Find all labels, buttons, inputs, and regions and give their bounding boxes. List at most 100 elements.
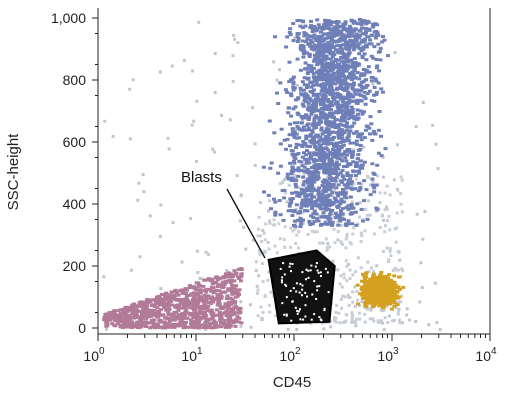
event-dot: [385, 205, 388, 209]
event-dot: [301, 140, 306, 143]
event-dot: [256, 234, 260, 238]
event-dot: [330, 222, 335, 226]
event-dot: [305, 167, 310, 171]
event-dot: [232, 288, 237, 292]
event-dot: [305, 51, 309, 55]
event-dot: [352, 57, 357, 61]
event-dot: [301, 211, 305, 214]
event-dot: [305, 160, 310, 164]
event-dot: [353, 75, 358, 79]
event-dot: [180, 306, 185, 310]
event-dot: [371, 291, 376, 295]
event-dot: [309, 85, 314, 89]
event-dot: [327, 44, 332, 48]
event-dot: [303, 61, 308, 65]
x-tick-label-0: 100: [83, 346, 105, 364]
event-dot: [312, 151, 317, 155]
event-dot: [104, 312, 109, 316]
event-dot: [344, 246, 348, 250]
event-dot: [181, 297, 186, 301]
event-dot: [325, 119, 330, 123]
event-dot: [386, 54, 390, 58]
event-dot: [307, 172, 312, 176]
event-dot: [306, 126, 311, 130]
event-dot: [344, 319, 348, 323]
event-dot: [395, 211, 399, 215]
event-dot: [107, 315, 112, 319]
event-dot: [379, 294, 384, 298]
event-dot: [104, 318, 108, 322]
event-dot: [362, 52, 367, 56]
event-dot: [365, 19, 370, 23]
event-dot: [314, 114, 319, 118]
event-dot: [379, 289, 384, 293]
event-dot: [337, 136, 342, 140]
event-dot: [220, 312, 225, 316]
event-dot: [350, 99, 355, 103]
event-dot: [314, 29, 319, 33]
event-dot: [371, 25, 376, 29]
event-dot: [328, 23, 333, 27]
event-dot: [337, 78, 342, 82]
event-dot: [234, 284, 239, 288]
event-dot: [341, 214, 345, 218]
event-dot: [330, 203, 335, 207]
event-dot: [229, 289, 234, 293]
event-dot: [384, 300, 389, 304]
blast-gate-speckle: [299, 308, 301, 311]
event-dot: [392, 274, 397, 278]
event-dot: [350, 155, 355, 159]
event-dot: [142, 302, 147, 306]
event-dot: [305, 123, 310, 127]
event-dot: [322, 160, 326, 164]
event-dot: [363, 32, 368, 36]
event-dot: [239, 193, 243, 197]
event-dot: [287, 60, 292, 64]
event-dot: [339, 274, 343, 278]
event-dot: [289, 114, 294, 118]
event-dot: [353, 21, 358, 25]
event-dot: [359, 266, 363, 270]
event-dot: [375, 277, 380, 281]
event-dot: [156, 326, 161, 329]
event-dot: [291, 88, 296, 92]
event-dot: [368, 280, 373, 284]
event-dot: [141, 312, 146, 316]
event-dot: [387, 314, 391, 318]
event-dot: [332, 143, 337, 147]
event-dot: [131, 325, 136, 329]
event-dot: [198, 288, 203, 292]
event-dot: [354, 98, 359, 102]
event-dot: [360, 38, 365, 42]
event-dot: [338, 179, 343, 183]
event-dot: [347, 99, 352, 103]
event-dot: [110, 311, 115, 315]
event-dot: [214, 281, 219, 285]
event-dot: [384, 224, 387, 228]
event-dot: [293, 227, 297, 231]
event-dot: [331, 50, 336, 54]
event-dot: [334, 191, 339, 195]
event-dot: [210, 326, 215, 330]
event-dot: [352, 182, 356, 186]
event-dot: [354, 101, 359, 105]
event-dot: [311, 72, 316, 76]
event-dot: [317, 203, 322, 207]
event-dot: [310, 195, 314, 199]
event-dot: [287, 30, 292, 34]
event-dot: [349, 58, 354, 62]
event-dot: [352, 117, 357, 121]
blast-gate-speckle: [298, 291, 301, 294]
event-dot: [319, 126, 324, 130]
event-dot: [396, 143, 399, 147]
event-dot: [379, 284, 384, 288]
event-dot: [348, 72, 352, 76]
event-dot: [231, 79, 235, 83]
event-dot: [350, 184, 354, 188]
event-dot: [332, 200, 337, 204]
event-dot: [330, 130, 335, 134]
event-dot: [362, 160, 367, 164]
event-dot: [340, 168, 345, 172]
event-dot: [287, 80, 292, 84]
